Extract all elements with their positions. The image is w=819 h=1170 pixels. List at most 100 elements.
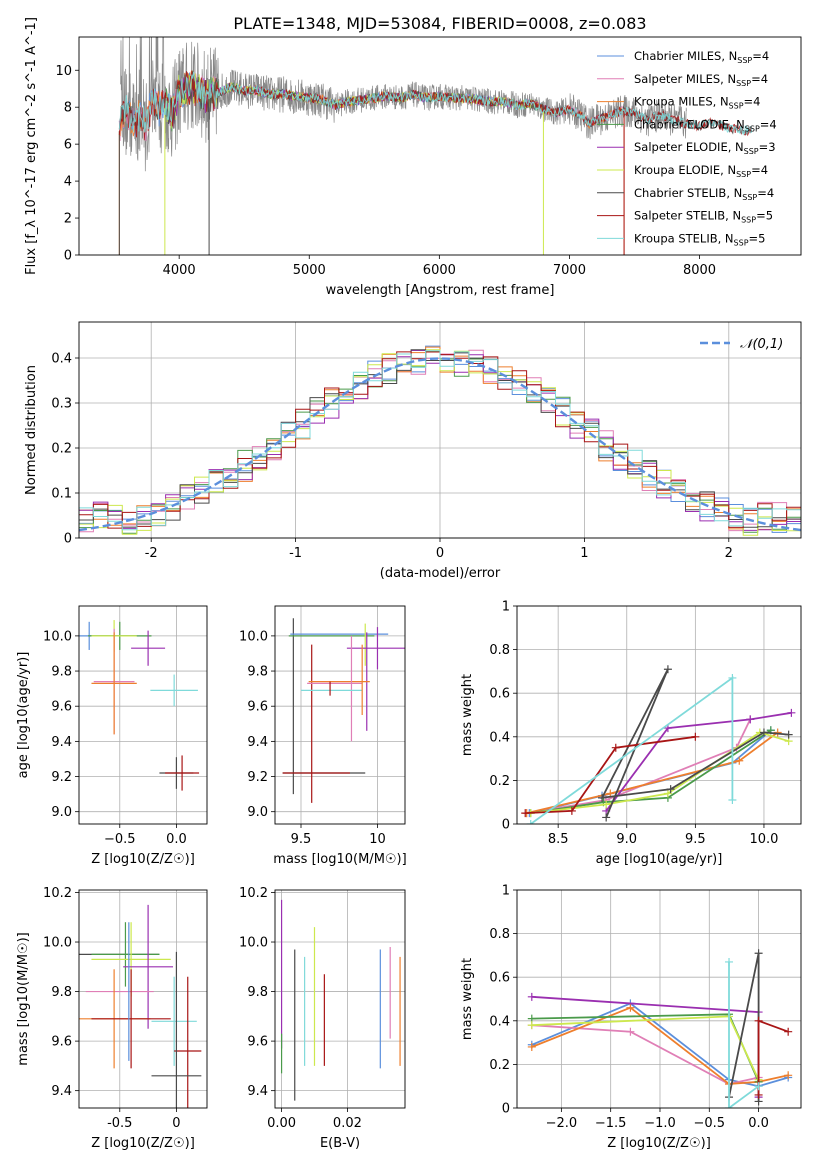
x-tick-label: 7000 (553, 263, 586, 278)
x-tick-label: 2 (725, 546, 733, 561)
y-axis-label: Flux [f_λ 10^-17 erg cm^-2 s^-1 A^-1] (24, 17, 39, 275)
y-tick-label: 9.4 (247, 1084, 268, 1099)
series-marker-salpeter_stelib (521, 809, 530, 818)
axes-frame (274, 889, 406, 1109)
mass-vs-ebv-panel: 0.00 0.02 9.4 9.6 9.8 10.0 10.2 E(B-V) (239, 886, 406, 1151)
y-tick-label: 9.2 (51, 770, 72, 785)
y-tick-label: 0.2 (489, 1058, 510, 1073)
series-marker-salpeter_stelib (754, 1016, 763, 1025)
series-marker-salpeter_stelib (784, 1027, 793, 1036)
y-tick-label: 0 (64, 249, 72, 264)
y-tick-label: 0.8 (489, 643, 510, 658)
x-tick-label: 0.0 (748, 1116, 769, 1131)
x-tick-label: −2.0 (546, 1116, 578, 1131)
series-marker-kroupa_stelib (725, 957, 734, 966)
x-tick-label: 10.0 (749, 832, 778, 847)
y-tick-label: 0.2 (51, 442, 72, 457)
spectrum-panel: 4000 5000 6000 7000 8000 0 2 4 6 8 10 wavelength [A… (24, 17, 802, 298)
x-tick-label: 10 (369, 832, 386, 847)
spectrum-model-kroupa_stelib (118, 71, 753, 136)
x-axis-label: Z [log10(Z/Z☉)] (91, 1136, 195, 1151)
y-tick-label: 0 (502, 1102, 510, 1117)
series-marker-kroupa_stelib (754, 1082, 763, 1091)
y-tick-label: 10.0 (43, 936, 72, 951)
axes-frame (78, 321, 802, 539)
series-marker-salpeter_stelib (611, 743, 620, 752)
series-line-kroupa_elodie (531, 1015, 760, 1081)
x-tick-label: -1 (289, 546, 302, 561)
x-tick-label: 5000 (293, 263, 326, 278)
axes-frame (516, 889, 802, 1109)
series-marker-chabrier_stelib (602, 813, 611, 822)
y-tick-label: 2 (64, 212, 72, 227)
x-tick-label: 0 (172, 1116, 180, 1131)
series-marker-chabrier_stelib (754, 949, 763, 958)
series-marker-kroupa_stelib (526, 820, 535, 824)
y-tick-label: 9.4 (51, 1084, 72, 1099)
series-marker-kroupa_miles (735, 756, 744, 765)
y-tick-label: 10.0 (239, 936, 268, 951)
x-axis-label: E(B-V) (320, 1136, 360, 1151)
y-tick-label: 6 (64, 138, 72, 153)
x-axis-label: wavelength [Angstrom, rest frame] (326, 283, 555, 298)
y-tick-label: 0.4 (489, 1014, 510, 1029)
y-tick-label: 0 (502, 818, 510, 833)
y-tick-label: 9.4 (51, 735, 72, 750)
plot-area (280, 899, 401, 1101)
y-tick-label: 0.3 (51, 397, 72, 412)
histogram-kroupa_stelib (79, 350, 801, 538)
series-marker-chabrier_stelib (666, 785, 675, 794)
y-tick-label: 10.0 (239, 629, 268, 644)
x-axis-label: Z [log10(Z/Z☉)] (91, 852, 195, 867)
series-marker-salpeter_stelib (567, 806, 576, 815)
series-marker-kroupa_stelib (725, 1104, 734, 1108)
axes-frame (274, 605, 406, 825)
y-axis-label: mass weight (460, 958, 475, 1040)
mass-vs-metallicity-panel: -0.5 0 9.4 9.6 9.8 10.0 10.2 Z [log10(Z/Z☉)] mas… (16, 886, 208, 1151)
legend-label: Chabrier ELODIE, NSSP=4 (634, 117, 777, 133)
y-tick-label: 9.6 (51, 1035, 72, 1050)
series-marker-kroupa_miles (784, 1071, 793, 1080)
x-tick-label: 9.5 (291, 832, 312, 847)
y-tick-label: 10 (55, 64, 72, 79)
series-marker-kroupa_stelib (728, 796, 737, 805)
y-tick-label: 9.4 (247, 735, 268, 750)
y-tick-label: 1 (502, 600, 510, 615)
y-axis-label: mass weight (460, 674, 475, 756)
series-marker-salpeter_miles (626, 1027, 635, 1036)
x-tick-label: 0.0 (166, 832, 187, 847)
x-tick-label: 4000 (163, 263, 196, 278)
plot-area (79, 904, 202, 1108)
legend-label: 𝒩(0,1) (740, 337, 783, 352)
massweight-vs-age-panel: 8.5 9.0 9.5 10.0 0 0.2 0.4 0.6 0.8 1 age [log10(ag… (460, 600, 802, 867)
legend-label: Salpeter STELIB, NSSP=5 (634, 209, 773, 225)
y-tick-label: 0 (64, 532, 72, 547)
series-marker-chabrier_stelib (598, 793, 607, 802)
age-vs-metallicity-panel: −0.5 0.0 9.0 9.2 9.4 9.6 9.8 10.0 Z [log10(Z/Z☉)… (16, 605, 208, 867)
y-tick-label: 0.1 (51, 487, 72, 502)
y-tick-label: 9.8 (51, 665, 72, 680)
y-tick-label: 0.6 (489, 971, 510, 986)
y-tick-label: 10.2 (43, 886, 72, 901)
y-tick-label: 9.2 (247, 770, 268, 785)
series-marker-salpeter_elodie (746, 715, 755, 724)
legend-label: Chabrier STELIB, NSSP=4 (634, 186, 774, 202)
axes-frame (78, 605, 208, 825)
x-tick-label: -2 (145, 546, 158, 561)
series-line-salpeter_elodie (605, 711, 792, 812)
y-tick-label: 0.4 (489, 730, 510, 745)
y-tick-label: 9.6 (51, 700, 72, 715)
y-axis-label: Normed distribution (24, 365, 39, 495)
x-axis-label: mass [log10(M/M☉)] (273, 852, 406, 867)
series-marker-kroupa_miles (626, 1003, 635, 1012)
x-tick-label: 0 (436, 546, 444, 561)
series-line-kroupa_miles (526, 731, 779, 814)
figure-title: PLATE=1348, MJD=53084, FIBERID=0008, z=0… (233, 14, 646, 33)
x-tick-label: −0.5 (694, 1116, 726, 1131)
y-tick-label: 9.0 (247, 805, 268, 820)
plot-area (282, 618, 405, 803)
x-tick-label: 9.0 (616, 832, 637, 847)
series-marker-chabrier_stelib (784, 730, 793, 739)
x-tick-label: 8.5 (548, 832, 569, 847)
massweight-vs-metallicity-panel: −2.0 −1.5 −1.0 −0.5 0.0 0 0.2 0.4 0.6 0.8 1 Z [log1… (460, 884, 802, 1151)
